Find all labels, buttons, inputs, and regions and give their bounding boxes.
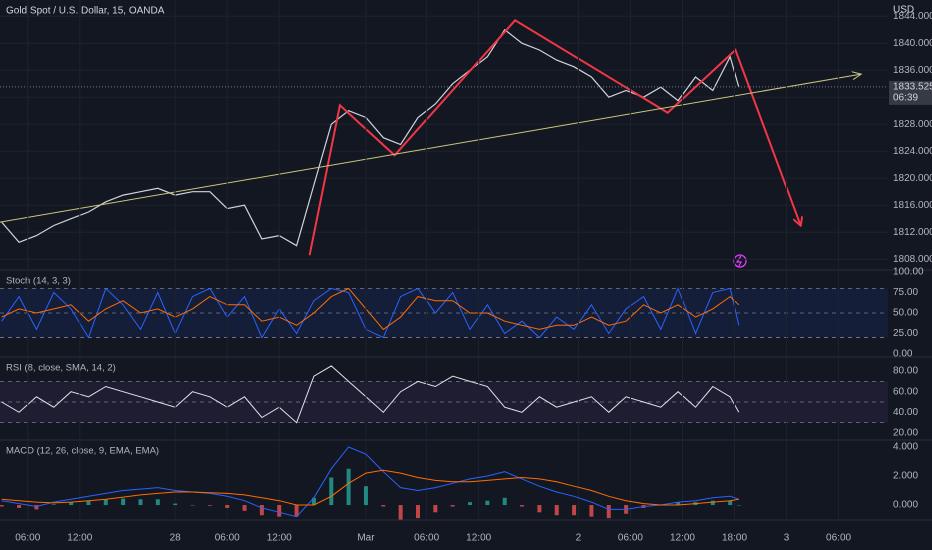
chart-title: Gold Spot / U.S. Dollar, 15, OANDA xyxy=(6,6,165,17)
x-tick-label: Mar xyxy=(357,533,375,544)
y-tick-label: 1836.000 xyxy=(893,65,932,76)
histogram-bar xyxy=(103,499,108,506)
last-price-label: 1833.525 xyxy=(893,82,932,93)
indicator-title: MACD (12, 26, close, 9, EMA, EMA) xyxy=(6,446,159,457)
histogram-bar xyxy=(34,505,39,510)
y-tick-label: 1824.000 xyxy=(893,146,932,157)
x-tick-label: 06:00 xyxy=(414,533,439,544)
trend-line xyxy=(0,74,860,223)
y-tick-label: 4.000 xyxy=(893,442,918,453)
histogram-bar xyxy=(676,502,681,506)
zigzag-drawing xyxy=(308,19,801,256)
histogram-bar xyxy=(121,498,126,506)
histogram-bar xyxy=(572,505,577,516)
indicator-title: Stoch (14, 3, 3) xyxy=(6,276,71,287)
y-tick-label: 1820.000 xyxy=(893,173,932,184)
y-tick-label: 50.00 xyxy=(893,308,918,319)
histogram-bar xyxy=(311,497,316,506)
histogram-bar xyxy=(207,505,212,506)
histogram-bar xyxy=(710,500,715,506)
y-tick-label: 1840.000 xyxy=(893,38,932,49)
x-tick-label: 2 xyxy=(576,533,582,544)
x-tick-label: 28 xyxy=(170,533,182,544)
series-line xyxy=(1,469,739,506)
histogram-bar xyxy=(17,505,22,508)
histogram-bar xyxy=(381,505,386,507)
histogram-bar xyxy=(225,505,230,508)
histogram-bar xyxy=(433,505,438,513)
histogram-bar xyxy=(173,503,178,506)
x-tick-label: 06:00 xyxy=(826,533,851,544)
histogram-bar xyxy=(86,500,91,506)
series-line xyxy=(1,287,740,339)
x-tick-label: 12:00 xyxy=(67,533,92,544)
event-icon xyxy=(733,254,747,268)
histogram-bar xyxy=(485,500,490,506)
histogram-bar xyxy=(502,497,507,506)
histogram-bar xyxy=(51,504,56,506)
histogram-bar xyxy=(520,505,525,507)
x-tick-label: 12:00 xyxy=(670,533,695,544)
histogram-bar xyxy=(277,505,282,517)
histogram-bar xyxy=(554,505,559,516)
series-line xyxy=(1,28,740,247)
histogram-bar xyxy=(589,505,594,517)
axis-label: USD xyxy=(893,5,914,16)
histogram-bar xyxy=(606,505,611,519)
histogram-bar xyxy=(329,477,334,506)
histogram-bar xyxy=(259,505,264,516)
y-tick-label: 0.000 xyxy=(893,500,918,511)
last-price-box xyxy=(889,80,932,105)
histogram-bar xyxy=(346,468,351,506)
x-tick-label: 12:00 xyxy=(267,533,292,544)
y-tick-label: 60.00 xyxy=(893,386,918,397)
histogram-bar xyxy=(294,505,299,517)
y-tick-label: 1844.000 xyxy=(893,11,932,22)
indicator-title: RSI (8, close, SMA, 14, 2) xyxy=(6,363,116,374)
y-tick-label: 2.000 xyxy=(893,471,918,482)
y-tick-label: 20.00 xyxy=(893,428,918,439)
histogram-bar xyxy=(0,505,4,507)
y-tick-label: 1808.000 xyxy=(893,254,932,265)
series-line xyxy=(1,287,740,331)
histogram-bar xyxy=(69,502,74,506)
histogram-bar xyxy=(190,505,195,506)
histogram-bar xyxy=(450,505,455,507)
x-tick-label: 18:00 xyxy=(722,533,747,544)
countdown-label: 06:39 xyxy=(893,93,918,104)
y-tick-label: 75.00 xyxy=(893,287,918,298)
histogram-bar xyxy=(728,500,733,506)
series-line xyxy=(1,365,740,424)
x-tick-label: 06:00 xyxy=(618,533,643,544)
y-tick-label: 100.00 xyxy=(893,267,924,278)
y-tick-label: 1828.000 xyxy=(893,119,932,130)
histogram-bar xyxy=(398,505,403,520)
histogram-bar xyxy=(363,486,368,506)
histogram-bar xyxy=(155,499,160,506)
x-tick-label: 3 xyxy=(784,533,790,544)
y-tick-label: 40.00 xyxy=(893,407,918,418)
x-tick-label: 06:00 xyxy=(215,533,240,544)
histogram-bar xyxy=(242,505,247,511)
histogram-bar xyxy=(468,502,473,506)
series-line xyxy=(1,446,739,518)
y-tick-label: 1812.000 xyxy=(893,227,932,238)
y-tick-label: 1816.000 xyxy=(893,200,932,211)
y-tick-label: 80.00 xyxy=(893,366,918,377)
histogram-bar xyxy=(138,499,143,506)
x-tick-label: 06:00 xyxy=(15,533,40,544)
histogram-bar xyxy=(537,505,542,513)
y-tick-label: 25.00 xyxy=(893,328,918,339)
histogram-bar xyxy=(415,505,420,519)
y-tick-label: 0.00 xyxy=(893,349,913,360)
x-tick-label: 12:00 xyxy=(466,533,491,544)
histogram-bar xyxy=(736,505,741,506)
